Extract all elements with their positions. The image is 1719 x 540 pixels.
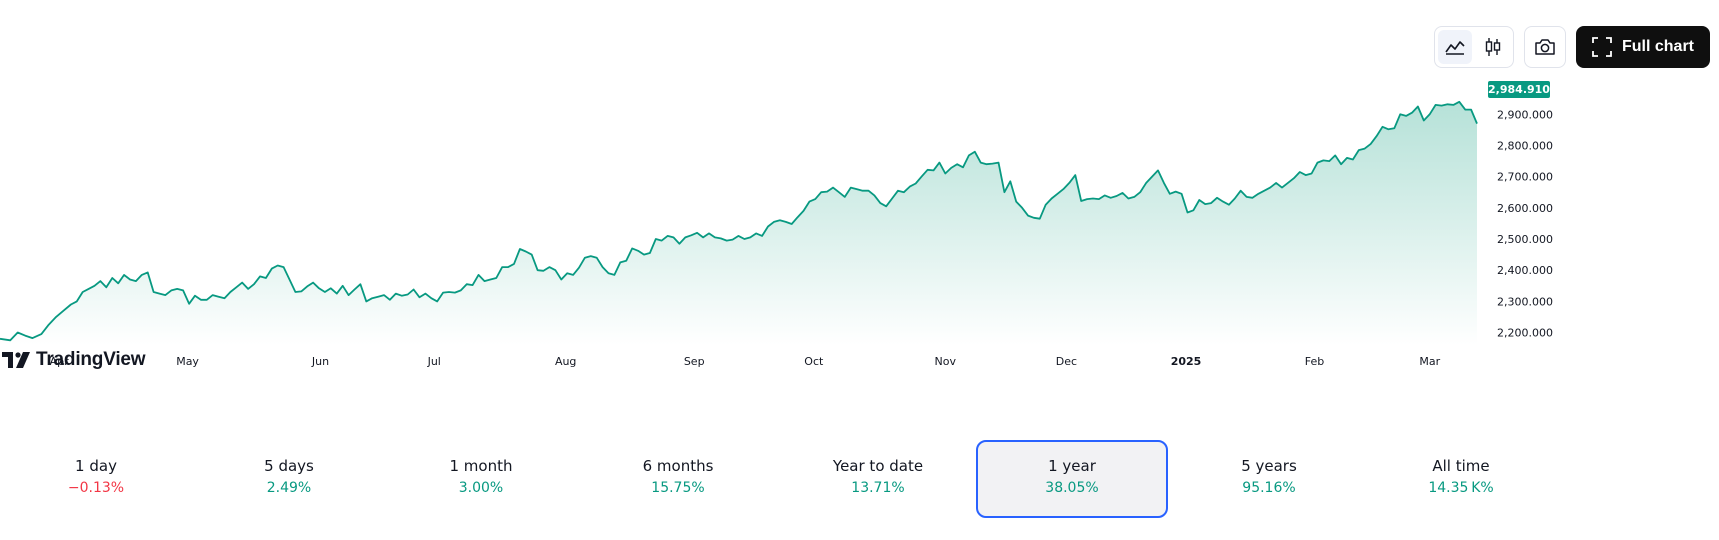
y-tick-label: 2,800.000 <box>1497 139 1553 152</box>
x-tick-label: Jun <box>311 355 329 368</box>
period-label: All time <box>1432 457 1490 475</box>
period-tab-1-year[interactable]: 1 year 38.05% <box>976 440 1168 518</box>
expand-icon <box>1592 37 1612 57</box>
period-label: 6 months <box>642 457 714 475</box>
y-tick-label: 2,700.000 <box>1497 171 1553 184</box>
x-tick-label: Feb <box>1305 355 1324 368</box>
time-axis: Apr May Jun Jul Aug Sep Oct Nov Dec 2025 Feb Mar <box>50 355 1441 368</box>
x-tick-label: 2025 <box>1171 355 1202 368</box>
period-label: 5 days <box>264 457 314 475</box>
last-price-tag <box>1488 81 1550 98</box>
y-tick-label: 2,600.000 <box>1497 202 1553 215</box>
period-tab-1-month[interactable]: 1 month 3.00% <box>375 440 587 518</box>
price-chart[interactable]: 2,200.000 2,300.000 2,400.000 2,500.000 2,60… <box>0 0 1719 410</box>
y-tick-label: 2,400.000 <box>1497 264 1553 277</box>
last-price-value: 2,984.910 <box>1488 83 1550 96</box>
period-change: 15.75% <box>651 480 705 496</box>
x-tick-label: Nov <box>935 355 957 368</box>
x-tick-label: May <box>176 355 199 368</box>
line-chart-icon <box>1445 41 1465 55</box>
period-label: 1 year <box>1048 457 1096 475</box>
period-change: 14.35 K% <box>1428 480 1494 496</box>
period-tab-year-to-date[interactable]: Year to date 13.71% <box>772 440 984 518</box>
period-tab-6-months[interactable]: 6 months 15.75% <box>572 440 784 518</box>
price-line[interactable] <box>0 100 1478 342</box>
period-label: Year to date <box>832 457 924 475</box>
period-change: 13.71% <box>851 480 905 496</box>
full-chart-button[interactable]: Full chart <box>1576 26 1710 68</box>
price-area <box>0 101 1477 345</box>
logo-text: TradingView <box>36 349 146 370</box>
full-chart-label: Full chart <box>1621 38 1694 55</box>
x-tick-label: Sep <box>684 355 705 368</box>
period-change: −0.13% <box>67 480 125 496</box>
tradingview-logo-icon <box>2 352 30 368</box>
period-label: 5 years <box>1241 457 1297 475</box>
period-label: 1 month <box>449 457 513 475</box>
y-tick-label: 2,300.000 <box>1497 295 1553 308</box>
camera-icon <box>1535 39 1555 55</box>
x-tick-label: Aug <box>555 355 576 368</box>
period-change: 3.00% <box>458 480 504 496</box>
y-tick-label: 2,500.000 <box>1497 233 1553 246</box>
last-price-label-group: 2,984.910 <box>1488 81 1550 98</box>
x-tick-label: Mar <box>1419 355 1440 368</box>
period-change: 38.05% <box>1045 480 1099 496</box>
y-tick-label: 2,200.000 <box>1497 327 1553 340</box>
chart-toolbar: Full chart <box>0 26 1719 70</box>
period-tab-5-days[interactable]: 5 days 2.49% <box>183 440 395 518</box>
period-change: 95.16% <box>1242 480 1296 496</box>
x-tick-label: Oct <box>804 355 824 368</box>
y-tick-label: 2,900.000 <box>1497 108 1553 121</box>
period-change: 2.49% <box>266 480 312 496</box>
candlestick-button[interactable] <box>1476 30 1510 64</box>
x-tick-label: Jul <box>427 355 441 368</box>
snapshot-button[interactable] <box>1524 26 1566 68</box>
x-tick-label: Apr <box>50 355 70 368</box>
period-tab-1-day[interactable]: 1 day −0.13% <box>0 440 202 518</box>
period-selector: 1 day −0.13% 5 days 2.49% 1 month 3.00% 6 mont… <box>0 440 1719 520</box>
x-tick-label: Dec <box>1056 355 1077 368</box>
period-label: 1 day <box>75 457 117 475</box>
candlestick-icon <box>1485 38 1501 56</box>
tradingview-logo[interactable]: TradingView <box>2 348 146 372</box>
period-tab-all-time[interactable]: All time 14.35 K% <box>1355 440 1567 518</box>
price-axis: 2,200.000 2,300.000 2,400.000 2,500.000 2,60… <box>1497 108 1553 339</box>
line-chart-button[interactable] <box>1438 30 1472 64</box>
period-tab-5-years[interactable]: 5 years 95.16% <box>1163 440 1375 518</box>
chart-type-switcher <box>1434 26 1514 68</box>
